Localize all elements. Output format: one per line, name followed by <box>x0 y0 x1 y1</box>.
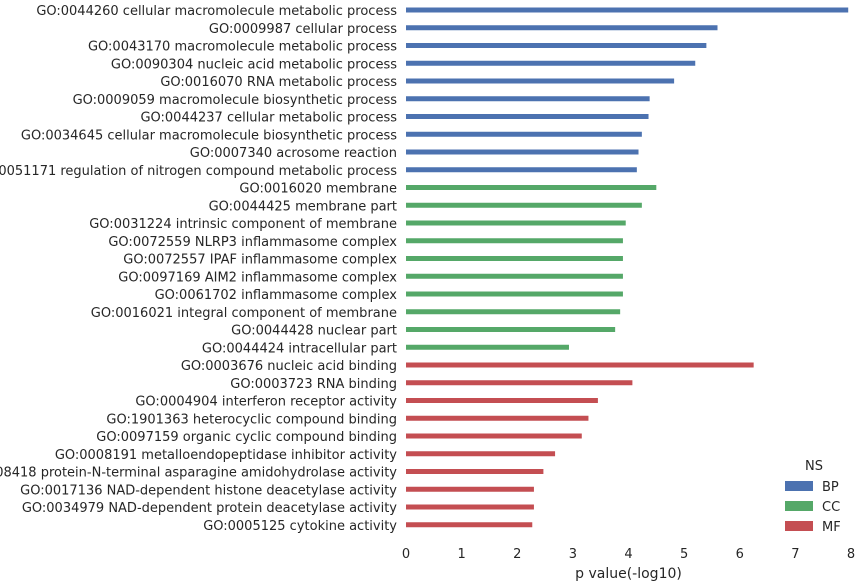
bar-cc <box>406 273 623 279</box>
bar-bp <box>406 25 718 31</box>
bar-cc <box>406 291 623 297</box>
category-label: GO:0090304 nucleic acid metabolic proces… <box>111 57 397 72</box>
legend-swatch-bp <box>785 481 813 491</box>
category-label: GO:0044428 nuclear part <box>231 324 397 339</box>
bar-mf <box>406 522 533 528</box>
category-label: GO:0016070 RNA metabolic process <box>160 75 397 90</box>
category-label: GO:0005125 cytokine activity <box>203 519 397 534</box>
category-label: GO:0004904 interferon receptor activity <box>135 395 397 410</box>
x-axis-ticks-group: 0 1 2 3 4 5 6 7 8 <box>402 547 855 562</box>
category-labels-group: GO:0044260 cellular macromolecule metabo… <box>0 4 397 534</box>
x-tick-label: 1 <box>457 547 465 562</box>
bar-cc <box>406 327 616 332</box>
x-tick-label: 5 <box>680 547 688 562</box>
category-label: GO:0008191 metalloendopeptidase inhibito… <box>55 448 397 463</box>
bar-mf <box>406 433 582 439</box>
legend-label-mf: MF <box>822 520 841 535</box>
category-label: GO:0044260 cellular macromolecule metabo… <box>36 4 397 19</box>
legend-label-bp: BP <box>822 480 839 495</box>
bar-cc <box>406 220 626 226</box>
bar-cc <box>406 202 642 208</box>
bar-bp <box>406 167 637 173</box>
x-tick-label: 4 <box>624 547 632 562</box>
bar-bp <box>406 43 707 48</box>
category-label: GO:0003723 RNA binding <box>230 377 397 392</box>
category-label: GO:0044424 intracellular part <box>202 341 397 356</box>
category-label: GO:0007340 acrosome reaction <box>190 146 397 161</box>
bar-cc <box>406 309 621 315</box>
category-label: GO:0008418 protein-N-terminal asparagine… <box>0 466 397 481</box>
bar-mf <box>406 451 556 457</box>
legend: NS BP CC MF <box>785 459 841 535</box>
category-label: GO:0044425 membrane part <box>209 199 397 214</box>
bar-cc <box>406 344 569 350</box>
category-label: GO:0016021 integral component of membran… <box>91 306 397 321</box>
x-tick-label: 7 <box>791 547 799 562</box>
x-tick-label: 2 <box>513 547 521 562</box>
bar-bp <box>406 131 642 137</box>
category-label: GO:0016020 membrane <box>239 182 397 197</box>
bar-bp <box>406 114 649 119</box>
category-label: GO:0034645 cellular macromolecule biosyn… <box>21 128 397 143</box>
bars-group <box>406 7 849 528</box>
bar-cc <box>406 256 623 261</box>
category-label: GO:0034979 NAD-dependent protein deacety… <box>22 501 397 516</box>
x-tick-label: 3 <box>569 547 577 562</box>
category-label: GO:0072559 NLRP3 inflammasome complex <box>108 235 397 250</box>
bar-mf <box>406 469 544 474</box>
category-label: GO:0003676 nucleic acid binding <box>181 359 397 374</box>
category-label: GO:0097159 organic cyclic compound bindi… <box>96 430 397 445</box>
bar-bp <box>406 96 650 102</box>
category-label: GO:0009987 cellular process <box>209 22 397 37</box>
bar-mf <box>406 380 633 386</box>
bar-bp <box>406 7 849 13</box>
bar-bp <box>406 78 675 84</box>
x-tick-label: 6 <box>736 547 744 562</box>
legend-swatch-cc <box>785 501 813 511</box>
bar-mf <box>406 415 589 421</box>
x-axis-label: p value(-log10) <box>575 566 682 582</box>
bar-cc <box>406 238 623 244</box>
legend-title: NS <box>805 459 823 474</box>
bar-bp <box>406 60 696 66</box>
legend-label-cc: CC <box>822 500 840 515</box>
category-label: GO:0043170 macromolecule metabolic proce… <box>88 40 397 55</box>
bar-mf <box>406 486 534 492</box>
category-label: GO:0051171 regulation of nitrogen compou… <box>0 164 397 179</box>
x-tick-label: 0 <box>402 547 410 562</box>
bar-bp <box>406 149 639 155</box>
category-label: GO:0061702 inflammasome complex <box>155 288 398 303</box>
bar-cc <box>406 185 657 190</box>
category-label: GO:1901363 heterocyclic compound binding <box>106 412 397 427</box>
category-label: GO:0044237 cellular metabolic process <box>140 111 397 126</box>
category-label: GO:0031224 intrinsic component of membra… <box>89 217 397 232</box>
category-label: GO:0009059 macromolecule biosynthetic pr… <box>73 93 398 108</box>
legend-swatch-mf <box>785 521 813 531</box>
bar-mf <box>406 362 754 368</box>
bar-mf <box>406 398 598 403</box>
x-tick-label: 8 <box>847 547 855 562</box>
bar-mf <box>406 504 534 510</box>
category-label: GO:0017136 NAD-dependent histone deacety… <box>20 483 397 498</box>
category-label: GO:0097169 AIM2 inflammasome complex <box>118 270 397 285</box>
category-label: GO:0072557 IPAF inflammasome complex <box>123 253 397 268</box>
